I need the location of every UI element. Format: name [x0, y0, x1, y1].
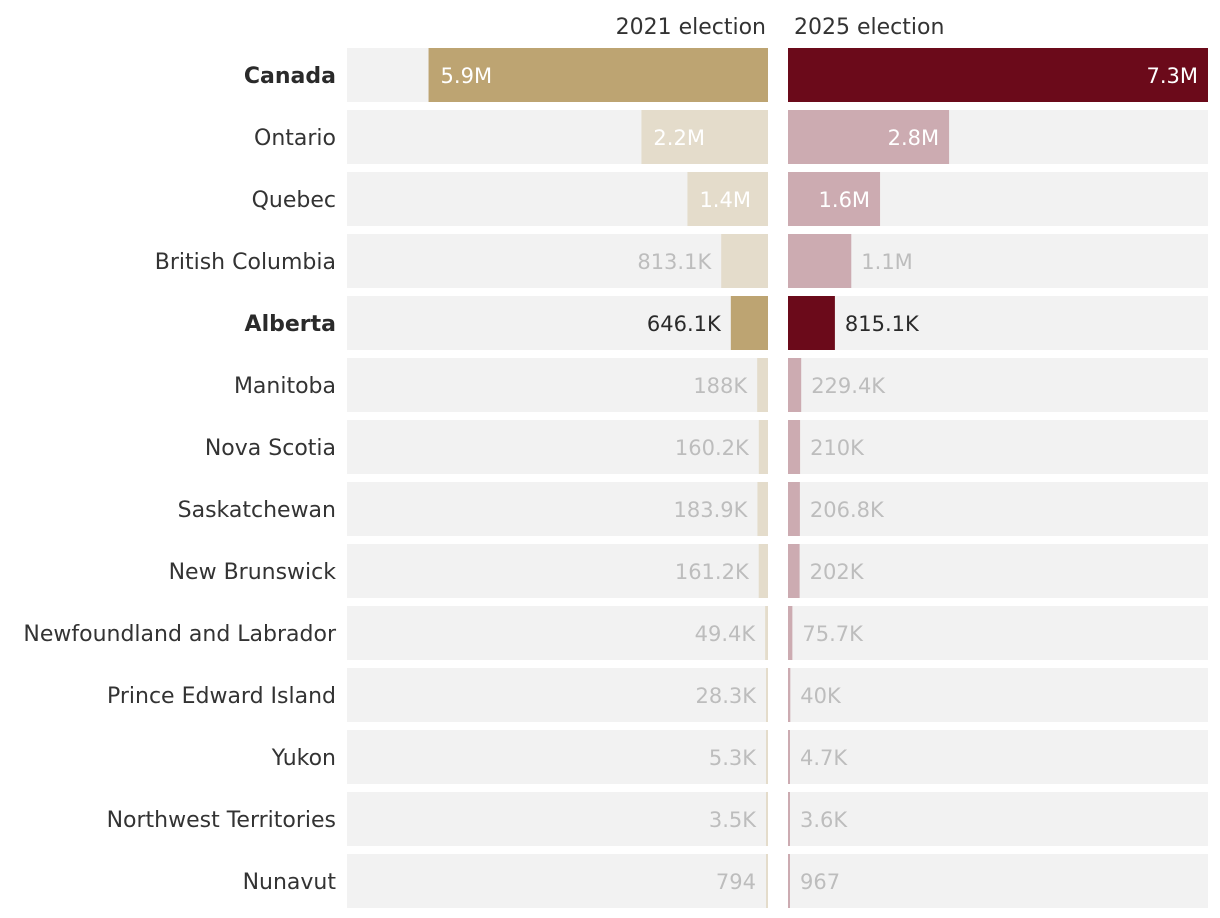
bar-2025-northwest-territories: [788, 792, 790, 846]
bar-2021-canada: [428, 48, 768, 102]
bar-2025-ontario: [788, 110, 950, 164]
bar-2025-canada: [788, 48, 1208, 102]
value-2021-nova-scotia: 160.2K: [675, 436, 750, 460]
bar-2025-saskatchewan: [788, 482, 800, 536]
value-2021-alberta: 646.1K: [647, 312, 722, 336]
value-2025-nunavut: 967: [800, 870, 840, 894]
track-2021-british-columbia: [347, 234, 768, 288]
bar-2025-manitoba: [788, 358, 802, 412]
row-label-new-brunswick: New Brunswick: [169, 560, 337, 585]
bar-2021-northwest-territories: [766, 792, 768, 846]
track-2025-northwest-territories: [788, 792, 1208, 846]
track-2021-prince-edward-island: [347, 668, 768, 722]
track-2025-british-columbia: [788, 234, 1208, 288]
row-label-quebec: Quebec: [252, 188, 336, 213]
bar-2021-nunavut: [766, 854, 768, 908]
value-2021-manitoba: 188K: [693, 374, 748, 398]
bar-2021-saskatchewan: [757, 482, 768, 536]
value-2021-nunavut: 794: [716, 870, 756, 894]
track-2025-yukon: [788, 730, 1208, 784]
header-2025-election: 2025 election: [794, 15, 944, 40]
value-2025-canada: 7.3M: [1146, 64, 1198, 88]
header-2021-election: 2021 election: [616, 15, 766, 40]
value-2021-new-brunswick: 161.2K: [675, 560, 750, 584]
track-2025-nunavut: [788, 854, 1208, 908]
track-2021-new-brunswick: [347, 544, 768, 598]
value-2025-saskatchewan: 206.8K: [810, 498, 885, 522]
row-label-alberta: Alberta: [245, 312, 336, 337]
value-2025-nova-scotia: 210K: [810, 436, 865, 460]
row-label-saskatchewan: Saskatchewan: [178, 498, 336, 523]
bar-2021-yukon: [766, 730, 768, 784]
bar-2025-prince-edward-island: [788, 668, 791, 722]
value-2021-canada: 5.9M: [441, 64, 493, 88]
track-2021-alberta: [347, 296, 768, 350]
bar-2025-british-columbia: [788, 234, 852, 288]
value-2025-new-brunswick: 202K: [810, 560, 865, 584]
bar-2021-alberta: [730, 296, 768, 350]
value-2025-newfoundland-and-labrador: 75.7K: [802, 622, 864, 646]
row-label-manitoba: Manitoba: [234, 374, 336, 399]
row-label-northwest-territories: Northwest Territories: [107, 808, 336, 833]
track-2025-nova-scotia: [788, 420, 1208, 474]
value-2025-prince-edward-island: 40K: [800, 684, 842, 708]
bar-2025-newfoundland-and-labrador: [788, 606, 793, 660]
value-2025-northwest-territories: 3.6K: [800, 808, 848, 832]
track-2021-manitoba: [347, 358, 768, 412]
row-label-yukon: Yukon: [271, 746, 336, 771]
track-2025-prince-edward-island: [788, 668, 1208, 722]
bar-2025-nova-scotia: [788, 420, 801, 474]
bar-2021-nova-scotia: [758, 420, 768, 474]
bar-2025-yukon: [788, 730, 790, 784]
bar-2021-newfoundland-and-labrador: [765, 606, 768, 660]
bar-2025-alberta: [788, 296, 835, 350]
value-2021-quebec: 1.4M: [699, 188, 751, 212]
bar-2021-british-columbia: [721, 234, 768, 288]
track-2025-saskatchewan: [788, 482, 1208, 536]
bar-2021-prince-edward-island: [766, 668, 768, 722]
track-2025-alberta: [788, 296, 1208, 350]
track-2021-yukon: [347, 730, 768, 784]
value-2021-british-columbia: 813.1K: [637, 250, 712, 274]
row-label-newfoundland-and-labrador: Newfoundland and Labrador: [23, 622, 337, 647]
row-label-nova-scotia: Nova Scotia: [205, 436, 336, 461]
bar-2021-ontario: [641, 110, 768, 164]
track-2025-newfoundland-and-labrador: [788, 606, 1208, 660]
track-2021-newfoundland-and-labrador: [347, 606, 768, 660]
value-2025-alberta: 815.1K: [845, 312, 920, 336]
track-2025-new-brunswick: [788, 544, 1208, 598]
value-2025-british-columbia: 1.1M: [861, 250, 913, 274]
track-2021-northwest-territories: [347, 792, 768, 846]
value-2021-newfoundland-and-labrador: 49.4K: [695, 622, 757, 646]
track-2025-manitoba: [788, 358, 1208, 412]
row-label-ontario: Ontario: [254, 126, 336, 151]
bar-2021-quebec: [687, 172, 768, 226]
bar-2025-new-brunswick: [788, 544, 800, 598]
bar-2021-manitoba: [757, 358, 768, 412]
track-2021-nova-scotia: [347, 420, 768, 474]
value-2025-yukon: 4.7K: [800, 746, 848, 770]
row-label-nunavut: Nunavut: [243, 870, 337, 895]
value-2025-manitoba: 229.4K: [811, 374, 886, 398]
value-2025-ontario: 2.8M: [888, 126, 940, 150]
track-2021-saskatchewan: [347, 482, 768, 536]
track-2021-nunavut: [347, 854, 768, 908]
value-2021-saskatchewan: 183.9K: [674, 498, 749, 522]
value-2021-yukon: 5.3K: [709, 746, 757, 770]
bar-2021-new-brunswick: [758, 544, 768, 598]
row-label-canada: Canada: [244, 64, 336, 89]
value-2021-northwest-territories: 3.5K: [709, 808, 757, 832]
row-label-prince-edward-island: Prince Edward Island: [107, 684, 336, 709]
bar-2025-quebec: [788, 172, 881, 226]
bar-2025-nunavut: [788, 854, 790, 908]
value-2021-prince-edward-island: 28.3K: [695, 684, 757, 708]
value-2021-ontario: 2.2M: [653, 126, 705, 150]
value-2025-quebec: 1.6M: [819, 188, 871, 212]
row-label-british-columbia: British Columbia: [155, 250, 336, 275]
